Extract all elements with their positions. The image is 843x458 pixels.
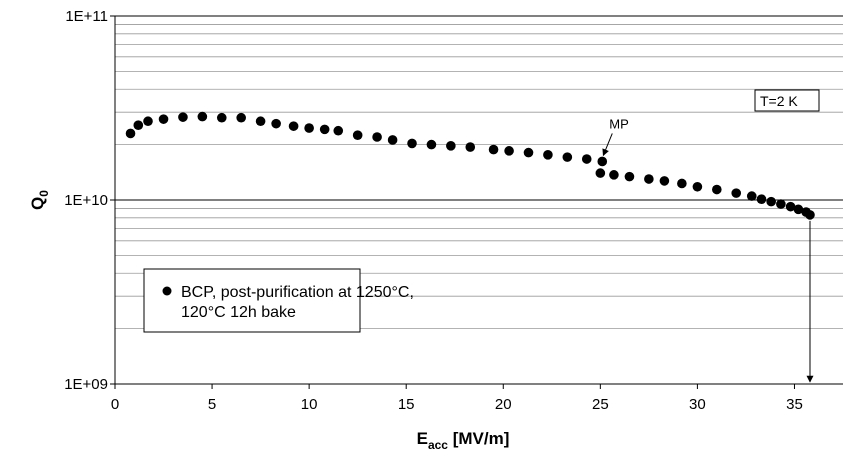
temperature-box: T=2 K bbox=[754, 89, 820, 112]
x-tick-label: 25 bbox=[592, 396, 609, 413]
mp-arrow bbox=[602, 133, 613, 157]
data-point bbox=[805, 210, 815, 220]
data-point bbox=[712, 184, 722, 195]
data-point bbox=[197, 111, 208, 122]
data-point bbox=[746, 191, 757, 201]
data-point bbox=[504, 146, 514, 156]
data-point bbox=[143, 116, 153, 127]
y-axis-title-main: Q bbox=[28, 197, 47, 210]
data-point bbox=[692, 181, 703, 192]
x-axis: 0 5 10 15 20 25 30 35 bbox=[111, 383, 843, 413]
x-tick-label: 35 bbox=[786, 396, 803, 413]
x-tick-label: 0 bbox=[111, 396, 119, 413]
legend: BCP, post-purification at 1250°C, 120°C … bbox=[143, 268, 414, 333]
x-axis-title-tail: [MV/m] bbox=[448, 429, 509, 448]
data-point bbox=[125, 128, 136, 139]
y-axis-title: Q0 bbox=[28, 190, 51, 210]
data-point bbox=[776, 199, 786, 209]
legend-label-line-2: 120°C 12h bake bbox=[181, 304, 296, 321]
x-tick-label: 5 bbox=[208, 396, 216, 413]
x-axis-title-main: E bbox=[417, 429, 428, 448]
data-point bbox=[319, 124, 330, 135]
data-point bbox=[465, 142, 476, 152]
data-point bbox=[446, 141, 456, 151]
data-point bbox=[543, 150, 553, 160]
data-point bbox=[793, 204, 804, 215]
data-point bbox=[216, 112, 227, 123]
data-series bbox=[125, 111, 815, 220]
gridlines bbox=[115, 15, 843, 385]
data-point bbox=[731, 188, 742, 198]
data-point bbox=[624, 171, 635, 182]
data-point bbox=[562, 152, 573, 162]
y-tick-label: 1E+09 bbox=[64, 376, 108, 393]
temperature-label: T=2 K bbox=[760, 93, 798, 109]
data-point bbox=[387, 135, 398, 145]
data-point bbox=[595, 168, 606, 178]
y-axis: 1E+09 1E+10 1E+11 bbox=[64, 8, 116, 393]
data-point bbox=[677, 178, 687, 189]
y-tick-label: 1E+10 bbox=[64, 192, 108, 209]
data-point bbox=[372, 132, 382, 142]
data-point bbox=[488, 144, 499, 155]
y-tick-label: 1E+11 bbox=[65, 8, 108, 25]
data-point bbox=[597, 156, 608, 167]
x-tick-label: 15 bbox=[398, 396, 415, 413]
data-point bbox=[333, 125, 344, 136]
data-point bbox=[756, 194, 767, 205]
legend-label-line-1: BCP, post-purification at 1250°C, bbox=[181, 284, 414, 301]
x-tick-label: 10 bbox=[301, 396, 318, 413]
mp-label: MP bbox=[609, 116, 629, 131]
data-point bbox=[523, 147, 534, 158]
data-point bbox=[304, 123, 314, 133]
x-axis-title-sub: acc bbox=[428, 438, 448, 452]
x-tick-label: 20 bbox=[495, 396, 512, 413]
data-point bbox=[236, 112, 246, 123]
data-point bbox=[581, 154, 592, 164]
data-point bbox=[288, 121, 299, 131]
data-point bbox=[785, 201, 796, 212]
data-point bbox=[407, 138, 417, 149]
x-axis-title: Eacc [MV/m] bbox=[417, 429, 510, 452]
data-point bbox=[133, 120, 144, 130]
y-axis-title-sub: 0 bbox=[37, 190, 51, 197]
data-point bbox=[644, 174, 654, 184]
data-point bbox=[255, 116, 266, 127]
data-point bbox=[659, 176, 670, 186]
data-point bbox=[158, 114, 169, 124]
data-point bbox=[426, 139, 437, 150]
data-point bbox=[178, 112, 188, 122]
data-point bbox=[609, 170, 619, 180]
data-point bbox=[766, 196, 776, 207]
legend-marker bbox=[162, 286, 172, 296]
x-tick-label: 30 bbox=[689, 396, 706, 413]
data-point bbox=[352, 130, 363, 140]
data-point bbox=[271, 118, 281, 129]
